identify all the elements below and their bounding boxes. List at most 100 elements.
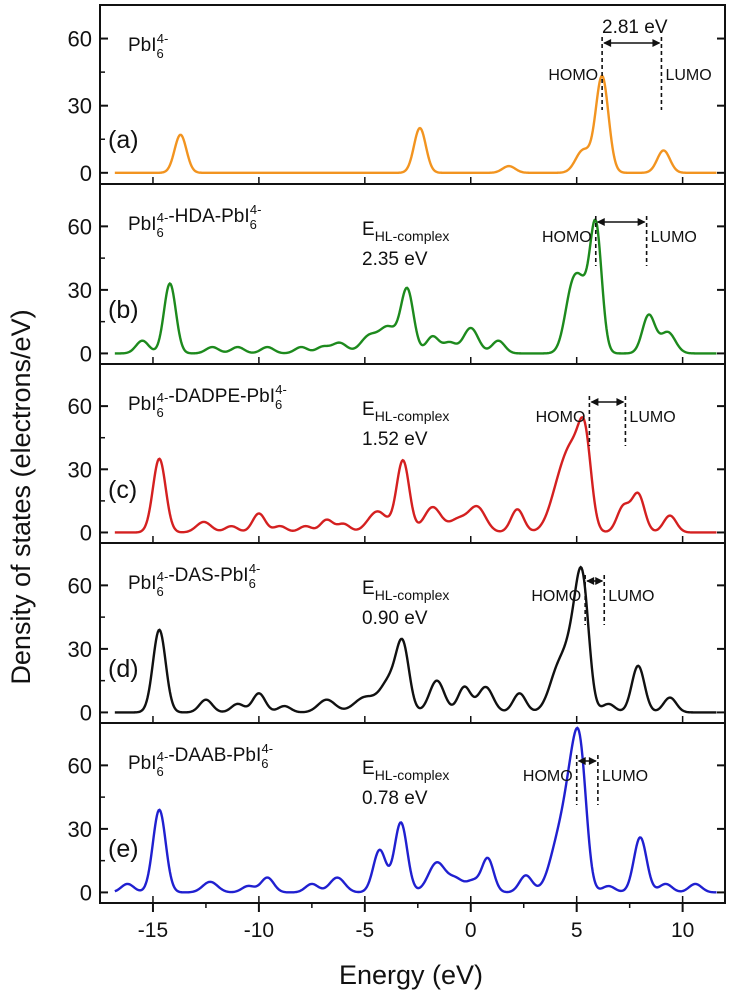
compound-name-part: -HDA- <box>168 206 221 227</box>
x-tick-label: 10 <box>671 919 694 942</box>
compound-name-part: 6 <box>157 225 164 240</box>
y-axis-label: Density of states (electrons/eV) <box>6 309 36 684</box>
compound-name-part: PbI <box>128 573 157 594</box>
homo-label: HOMO <box>542 229 592 246</box>
panel-b: 0 30 60 HOMO LUMO (b) PbI64--HDA-PbI64- EHL-com… <box>68 183 726 366</box>
x-axis: -15 -10 -5 0 5 10 <box>138 903 694 942</box>
compound-name-part: 4- <box>157 390 169 405</box>
gap-label: EHL-complex <box>362 578 449 603</box>
y-tick-label: 60 <box>68 27 92 52</box>
dos-curve-d <box>114 565 717 714</box>
gap-label-e: E <box>362 399 375 420</box>
y-tick-label: 30 <box>68 278 92 303</box>
compound-name-part: PbI <box>233 745 262 766</box>
compound-name-part: 4- <box>157 569 169 584</box>
compound-name-part: PbI <box>128 394 157 415</box>
y-tick-label: 60 <box>68 394 92 419</box>
gap-label-sub: HL-complex <box>375 408 450 424</box>
compound-name: PbI64- <box>128 31 168 61</box>
compound-name-part: -DAAB- <box>168 745 232 766</box>
compound-name-part: 6 <box>157 46 164 61</box>
compound-name-part: 6 <box>250 217 257 232</box>
compound-name-part: PbI <box>221 206 250 227</box>
panel-letter: (a) <box>108 126 139 154</box>
y-tick-label: 30 <box>68 457 92 482</box>
panel-letter: (e) <box>108 835 139 863</box>
compound-name-part: 4- <box>157 31 169 46</box>
x-tick-label: 0 <box>465 919 477 942</box>
y-tick-label: 60 <box>68 573 92 598</box>
gap-arrow-right-head <box>652 39 661 47</box>
gap-label-e: E <box>362 578 375 599</box>
y-tick-label: 60 <box>68 753 92 778</box>
dos-curve-a <box>114 74 717 175</box>
homo-label: HOMO <box>523 768 573 785</box>
panel-a: 0 30 60 HOMO LUMO (a) PbI64- 2.81 eV <box>68 4 726 186</box>
y-tick-label: 30 <box>68 817 92 842</box>
y-tick-label: 60 <box>68 214 92 239</box>
panel-letter: (d) <box>108 655 139 683</box>
gap-arrow-right-head <box>616 398 625 406</box>
lumo-label: LUMO <box>665 67 711 84</box>
gap-label-e: E <box>362 219 375 240</box>
y-tick-label: 0 <box>80 880 92 905</box>
gap-value: 2.81 eV <box>602 17 668 38</box>
gap-arrow-left-head <box>577 757 586 765</box>
gap-label: EHL-complex <box>362 219 449 244</box>
panel-letter: (b) <box>108 296 139 324</box>
compound-name-part: 6 <box>157 584 164 599</box>
compound-name-part: 6 <box>261 756 268 771</box>
gap-arrow-left-head <box>590 398 599 406</box>
gap-value: 0.90 eV <box>362 608 428 629</box>
lumo-label: LUMO <box>602 768 648 785</box>
gap-label-sub: HL-complex <box>375 767 450 783</box>
compound-name-part: PbI <box>128 35 157 56</box>
lumo-label: LUMO <box>629 409 675 426</box>
gap-arrow-right-head <box>595 577 604 585</box>
panel-letter: (c) <box>108 476 137 504</box>
compound-name-part: 6 <box>157 405 164 420</box>
y-tick-label: 30 <box>68 94 92 119</box>
compound-name-part: PbI <box>128 214 157 235</box>
lumo-label: LUMO <box>651 229 697 246</box>
dos-curve-e <box>114 726 717 894</box>
x-tick-label: -10 <box>244 919 274 942</box>
x-tick-label: -15 <box>138 919 168 942</box>
gap-value: 1.52 eV <box>362 429 428 450</box>
gap-arrow-left-head <box>603 39 612 47</box>
compound-name-part: 4- <box>157 749 169 764</box>
compound-name: PbI64--DAS-PbI64- <box>128 561 260 599</box>
panel-frame <box>99 722 726 904</box>
gap-arrow-right-head <box>588 757 597 765</box>
homo-label: HOMO <box>548 67 598 84</box>
compound-name-part: 6 <box>249 576 256 591</box>
compound-name: PbI64--DADPE-PbI64- <box>128 382 287 420</box>
compound-name-part: -DADPE- <box>168 386 246 407</box>
gap-label-sub: HL-complex <box>375 228 450 244</box>
gap-value: 0.78 eV <box>362 788 428 809</box>
compound-name-part: 4- <box>275 382 287 397</box>
gap-label: EHL-complex <box>362 758 449 783</box>
y-tick-label: 30 <box>68 637 92 662</box>
compound-name-part: 6 <box>275 397 282 412</box>
homo-label: HOMO <box>531 588 581 605</box>
gap-arrow-left-head <box>586 577 595 585</box>
y-tick-label: 0 <box>80 341 92 366</box>
dos-curve-c <box>114 415 717 534</box>
compound-name: PbI64--DAAB-PbI64- <box>128 741 273 779</box>
compound-name-part: 4- <box>249 561 261 576</box>
x-tick-label: 5 <box>571 919 583 942</box>
gap-label-sub: HL-complex <box>375 587 450 603</box>
compound-name: PbI64--HDA-PbI64- <box>128 202 261 240</box>
gap-label: EHL-complex <box>362 399 449 424</box>
gap-label-e: E <box>362 758 375 779</box>
lumo-label: LUMO <box>608 588 654 605</box>
dos-curve-b <box>114 217 717 355</box>
homo-label: HOMO <box>536 409 586 426</box>
x-axis-label: Energy (eV) <box>339 960 483 990</box>
